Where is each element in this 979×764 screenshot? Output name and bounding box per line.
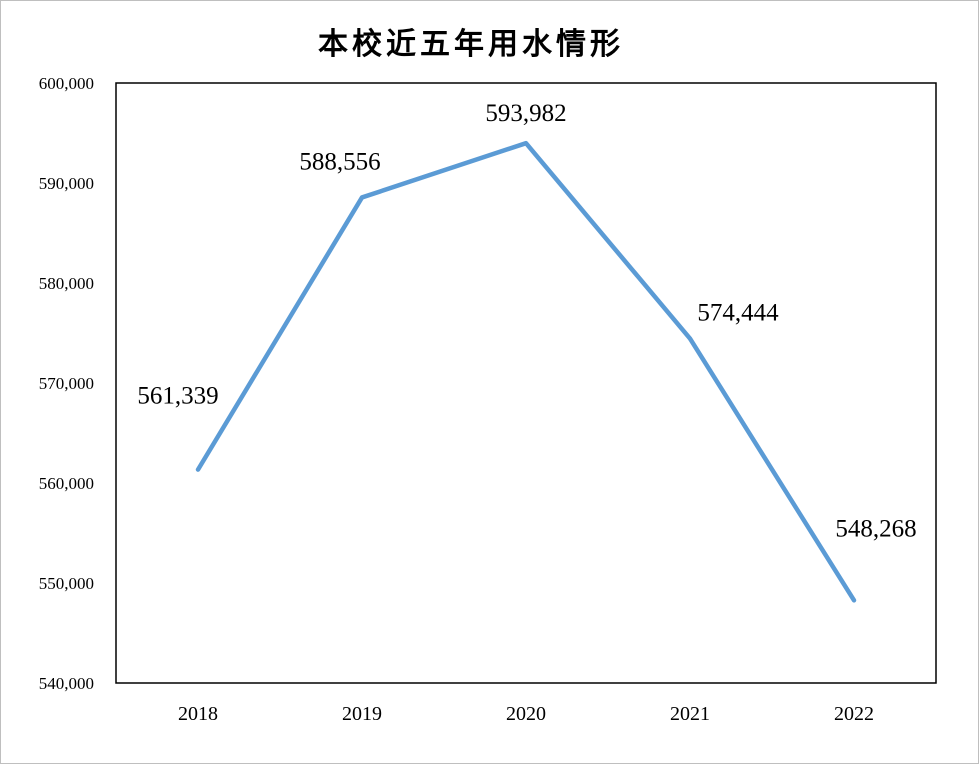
y-axis-labels: 540,000 550,000 560,000 570,000 580,000 590,0…	[39, 74, 94, 693]
series-line	[195, 140, 857, 603]
y-tick-label: 580,000	[39, 274, 94, 293]
x-tick-label: 2022	[834, 703, 874, 725]
y-tick-label: 600,000	[39, 74, 94, 93]
y-tick-label: 560,000	[39, 474, 94, 493]
series-group	[195, 140, 857, 603]
data-label: 548,268	[835, 515, 916, 542]
data-label: 561,339	[137, 383, 218, 410]
data-label: 588,556	[299, 148, 380, 175]
data-label: 593,982	[485, 100, 566, 127]
x-tick-label: 2018	[178, 703, 218, 725]
x-tick-label: 2020	[506, 703, 546, 725]
data-label: 574,444	[697, 300, 779, 327]
y-tick-label: 550,000	[39, 574, 94, 593]
x-axis-labels: 2018 2019 2020 2021 2022	[178, 703, 874, 725]
data-labels: 561,339 588,556 593,982 574,444 548,268	[137, 100, 916, 542]
chart-title: 本校近五年用水情形	[318, 27, 624, 62]
x-tick-label: 2019	[342, 703, 382, 725]
y-tick-label: 570,000	[39, 374, 94, 393]
plot-area	[115, 82, 937, 684]
y-tick-label: 540,000	[39, 674, 94, 693]
x-tick-label: 2021	[670, 703, 710, 725]
y-tick-label: 590,000	[39, 174, 94, 193]
